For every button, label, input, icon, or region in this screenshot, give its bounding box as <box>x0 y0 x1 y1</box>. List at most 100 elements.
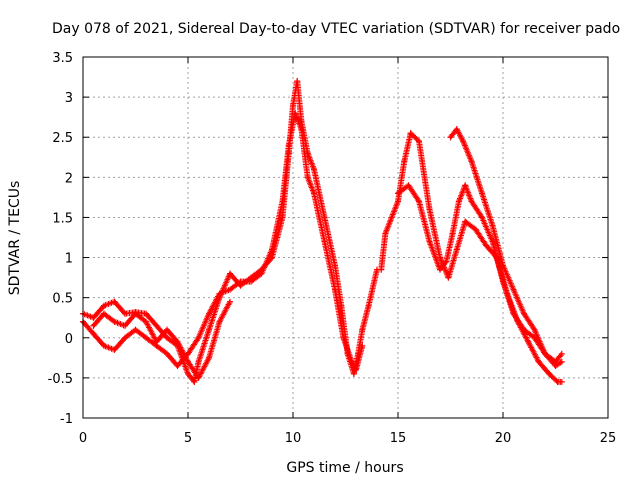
data-point <box>195 334 202 341</box>
data-point <box>164 326 170 333</box>
data-point <box>407 130 414 137</box>
x-tick-label: 10 <box>285 431 302 446</box>
data-point <box>101 302 107 309</box>
series-trace-b <box>80 110 366 373</box>
data-point <box>164 350 170 357</box>
data-point <box>195 358 202 365</box>
data-point <box>378 266 385 273</box>
data-point <box>332 286 338 293</box>
data-point <box>405 182 412 189</box>
data-point <box>350 370 357 377</box>
data-point <box>164 334 170 341</box>
data-point <box>298 126 305 133</box>
data-point <box>101 342 107 349</box>
data-point <box>525 338 532 345</box>
data-point <box>143 334 149 341</box>
data-point <box>227 286 233 293</box>
data-point <box>122 322 128 329</box>
chart-title: Day 078 of 2021, Sidereal Day-to-day VTE… <box>52 21 620 37</box>
data-point <box>111 346 118 353</box>
data-point <box>216 318 223 325</box>
data-point <box>449 230 456 237</box>
data-point <box>90 330 97 337</box>
series-markers <box>447 126 564 365</box>
data-point <box>468 158 475 165</box>
data-point <box>510 310 517 317</box>
data-point <box>290 102 296 109</box>
data-point <box>185 358 191 365</box>
data-point <box>353 366 359 373</box>
data-point <box>143 318 149 325</box>
data-point <box>269 246 275 253</box>
y-tick-label: 1.5 <box>52 211 73 226</box>
data-point <box>258 270 265 277</box>
data-point <box>437 266 443 273</box>
y-tick-label: 2 <box>65 171 73 186</box>
tick-layer: 0 5 10 15 20 25 -1 -0.5 0 0.5 1 1.5 2 2.5 3 3.5 <box>48 51 617 446</box>
data-point <box>248 278 254 285</box>
series-trace-e <box>395 182 565 369</box>
y-axis-label: SDTVAR / TECUs <box>7 181 23 296</box>
data-point <box>552 358 559 365</box>
data-point <box>321 214 328 221</box>
data-point <box>122 310 128 317</box>
data-point <box>462 218 469 225</box>
data-point <box>453 126 460 133</box>
data-point <box>111 318 118 325</box>
x-tick-label: 25 <box>600 431 617 446</box>
data-point <box>416 198 422 205</box>
data-layer <box>80 78 565 385</box>
data-point <box>90 314 97 321</box>
data-point <box>311 190 317 197</box>
y-tick-label: -0.5 <box>48 372 73 387</box>
data-point <box>443 258 450 265</box>
data-point <box>174 338 181 345</box>
data-point <box>311 166 317 173</box>
data-point <box>426 238 433 245</box>
data-point <box>153 338 160 345</box>
data-point <box>479 190 485 197</box>
data-point <box>447 134 454 141</box>
x-tick-label: 5 <box>184 431 192 446</box>
y-tick-label: 0 <box>65 332 73 347</box>
data-point <box>206 326 212 333</box>
series-trace-c <box>90 298 233 381</box>
data-point <box>304 174 311 181</box>
data-point <box>321 238 328 245</box>
data-point <box>489 238 496 245</box>
data-point <box>395 198 401 205</box>
data-point <box>332 262 338 269</box>
data-point <box>132 326 139 333</box>
series-markers <box>378 130 564 385</box>
data-point <box>401 158 408 165</box>
data-point <box>101 310 107 317</box>
data-point <box>206 310 212 317</box>
data-point <box>558 378 565 385</box>
series-trace-f <box>447 126 565 365</box>
data-point <box>143 310 149 317</box>
grid-layer <box>83 57 608 418</box>
data-point <box>546 370 553 377</box>
data-point <box>348 358 355 365</box>
data-point <box>365 302 372 309</box>
data-point <box>531 326 538 333</box>
data-point <box>227 270 233 277</box>
data-point <box>479 214 485 221</box>
data-point <box>185 370 191 377</box>
data-point <box>294 78 301 85</box>
data-point <box>195 374 202 381</box>
data-point <box>174 362 181 369</box>
x-tick-label: 20 <box>495 431 512 446</box>
data-point <box>468 198 475 205</box>
plot-frame <box>82 56 609 419</box>
data-point <box>191 378 198 385</box>
data-point <box>340 334 347 341</box>
data-point <box>359 342 366 349</box>
data-point <box>153 322 160 329</box>
data-point <box>455 198 462 205</box>
data-point <box>279 198 286 205</box>
data-point <box>535 358 542 365</box>
y-tick-label: -1 <box>60 412 73 427</box>
